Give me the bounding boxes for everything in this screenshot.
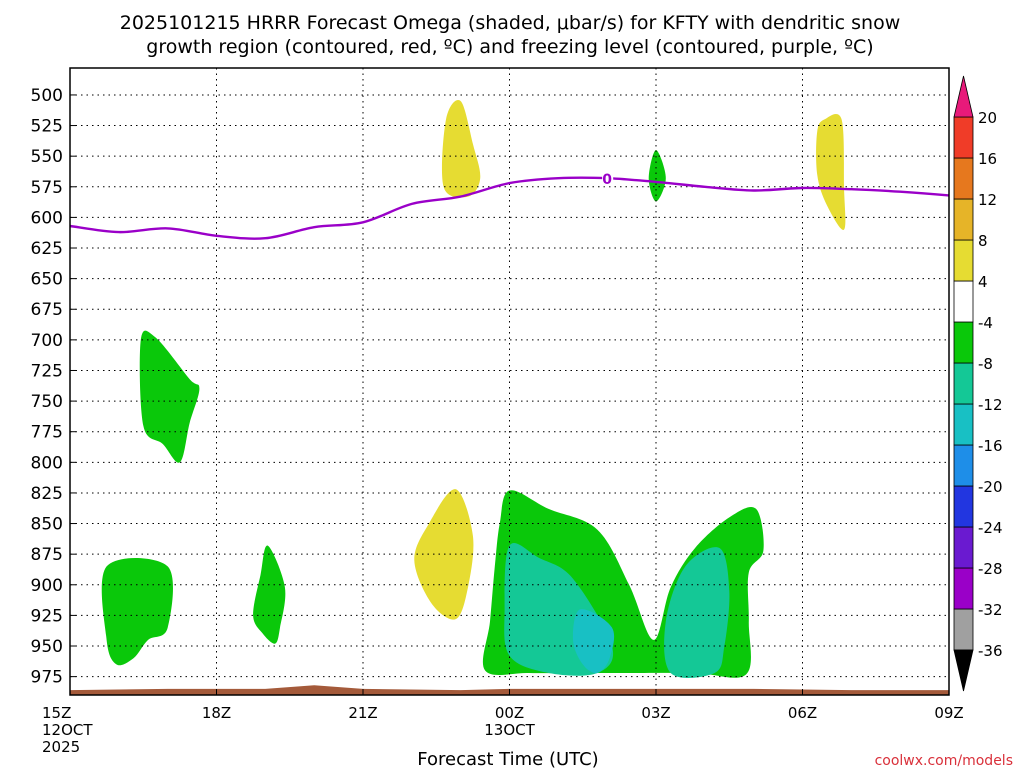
colorbar-bin	[953, 157, 974, 200]
colorbar-label: -20	[978, 478, 1003, 496]
y-tick-label: 925	[31, 606, 63, 626]
omega-region	[139, 330, 200, 463]
colorbar: 20 16 12 8 4 -4 -8 -12 -16 -20 -24 -28 -32 -36	[953, 75, 1003, 692]
y-tick-label: 950	[31, 637, 63, 657]
x-tick-label: 15Z	[42, 704, 71, 722]
colorbar-bin	[953, 362, 974, 405]
omega-region	[664, 547, 730, 678]
colorbar-label: -16	[978, 437, 1003, 455]
y-tick-label: 700	[31, 331, 63, 351]
y-tick-label: 550	[31, 147, 63, 167]
omega-region	[648, 150, 666, 202]
colorbar-label: -12	[978, 396, 1003, 414]
colorbar-high-arrow	[953, 75, 974, 118]
y-tick-label: 675	[31, 300, 63, 320]
colorbar-bin	[953, 526, 974, 569]
x-tick-label: 2025	[42, 738, 80, 756]
chart-title-line-1: 2025101215 HRRR Forecast Omega (shaded, …	[120, 12, 901, 34]
y-tick-label: 775	[31, 423, 63, 443]
x-tick-label: 06Z	[788, 704, 817, 722]
y-tick-label: 850	[31, 515, 63, 535]
y-tick-label: 750	[31, 392, 63, 412]
colorbar-label: 4	[978, 273, 988, 291]
x-tick-label: 21Z	[348, 704, 377, 722]
freezing-level-line	[69, 176, 950, 240]
colorbar-label: -32	[978, 601, 1003, 619]
y-tick-label: 650	[31, 270, 63, 290]
plot-frame	[69, 67, 950, 696]
colorbar-bin	[953, 116, 974, 159]
colorbar-bin	[953, 485, 974, 528]
y-tick-label: 900	[31, 576, 63, 596]
colorbar-label: 16	[978, 150, 997, 168]
colorbar-label: 8	[978, 232, 988, 250]
x-tick-label: 18Z	[202, 704, 231, 722]
omega-region	[572, 609, 615, 674]
colorbar-label: -24	[978, 519, 1003, 537]
x-tick-label: 03Z	[641, 704, 670, 722]
colorbar-bin	[953, 239, 974, 282]
freezing-level-label: 0	[602, 172, 612, 188]
omega-region	[253, 545, 286, 644]
y-tick-label: 625	[31, 239, 63, 259]
credit-text: coolwx.com/models	[875, 753, 1013, 768]
x-tick-label: 00Z	[495, 704, 524, 722]
colorbar-label: -28	[978, 560, 1003, 578]
y-tick-label: 575	[31, 178, 63, 198]
colorbar-bin	[953, 444, 974, 487]
omega-region	[414, 489, 474, 620]
x-axis-label: Forecast Time (UTC)	[417, 749, 598, 768]
chart-title-line-2: growth region (contoured, red, ºC) and f…	[146, 36, 873, 58]
x-tick-label: 13OCT	[484, 721, 535, 739]
y-tick-label: 975	[31, 668, 63, 688]
y-tick-label: 825	[31, 484, 63, 504]
colorbar-label: -4	[978, 314, 993, 332]
omega-region	[816, 113, 846, 230]
colorbar-low-arrow	[953, 649, 974, 692]
colorbar-bin	[953, 567, 974, 610]
colorbar-bin	[953, 321, 974, 364]
colorbar-label: 20	[978, 109, 997, 127]
x-tick-label: 09Z	[934, 704, 963, 722]
colorbar-bin	[953, 280, 974, 323]
y-tick-label: 875	[31, 545, 63, 565]
colorbar-bin	[953, 403, 974, 446]
omega-region	[441, 100, 481, 198]
y-tick-label: 500	[31, 86, 63, 106]
colorbar-label: -8	[978, 355, 993, 373]
colorbar-bin	[953, 608, 974, 651]
x-tick-label: 12OCT	[42, 721, 93, 739]
y-tick-label: 800	[31, 453, 63, 473]
freezing-level-label-bg	[602, 169, 614, 187]
colorbar-bin	[953, 198, 974, 241]
colorbar-label: -36	[978, 642, 1003, 660]
y-tick-label: 525	[31, 117, 63, 137]
y-tick-label: 725	[31, 361, 63, 381]
colorbar-label: 12	[978, 191, 997, 209]
y-tick-label: 600	[31, 208, 63, 228]
